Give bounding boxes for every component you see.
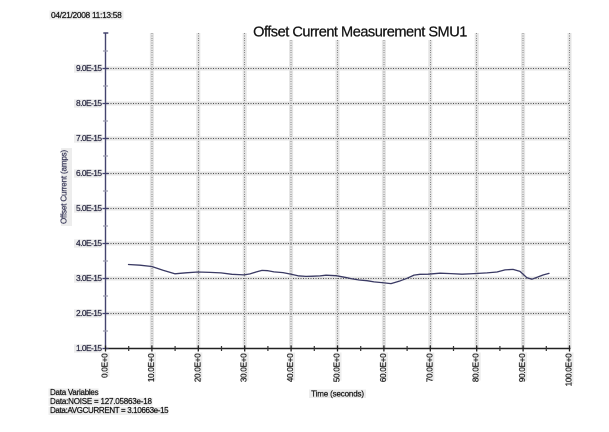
svg-text:10.0E+0: 10.0E+0 (147, 353, 156, 382)
svg-text:Offset Current Measurement SMU: Offset Current Measurement SMU1 (253, 25, 467, 41)
svg-text:90.0E+0: 90.0E+0 (518, 353, 527, 382)
svg-text:7.0E-15: 7.0E-15 (76, 133, 102, 143)
svg-text:40.0E+0: 40.0E+0 (286, 353, 295, 382)
svg-text:6.0E-15: 6.0E-15 (76, 168, 102, 178)
svg-text:30.0E+0: 30.0E+0 (240, 353, 249, 382)
svg-text:04/21/2008 11:13:58: 04/21/2008 11:13:58 (51, 10, 122, 20)
svg-text:1.0E-15: 1.0E-15 (76, 343, 102, 353)
svg-text:20.0E+0: 20.0E+0 (193, 353, 202, 382)
svg-text:80.0E+0: 80.0E+0 (472, 353, 481, 382)
svg-text:100.0E+0: 100.0E+0 (565, 353, 574, 387)
svg-text:3.0E-15: 3.0E-15 (76, 273, 102, 283)
svg-text:Data:NOISE = 127.05863e-18: Data:NOISE = 127.05863e-18 (50, 397, 153, 406)
svg-text:Offset Current (amps): Offset Current (amps) (60, 149, 69, 224)
svg-text:Data Variables: Data Variables (50, 388, 99, 397)
svg-text:8.0E-15: 8.0E-15 (76, 98, 102, 108)
svg-text:Time (seconds): Time (seconds) (311, 390, 364, 399)
svg-text:5.0E-15: 5.0E-15 (76, 203, 102, 213)
svg-text:70.0E+0: 70.0E+0 (425, 353, 434, 382)
svg-text:50.0E+0: 50.0E+0 (333, 353, 342, 382)
svg-text:60.0E+0: 60.0E+0 (379, 353, 388, 382)
svg-text:0.0E+0: 0.0E+0 (101, 353, 110, 378)
svg-text:4.0E-15: 4.0E-15 (76, 238, 102, 248)
svg-text:Data:AVGCURRENT = 3.10663e-15: Data:AVGCURRENT = 3.10663e-15 (50, 406, 169, 415)
svg-text:2.0E-15: 2.0E-15 (76, 308, 102, 318)
svg-text:9.0E-15: 9.0E-15 (76, 63, 102, 73)
